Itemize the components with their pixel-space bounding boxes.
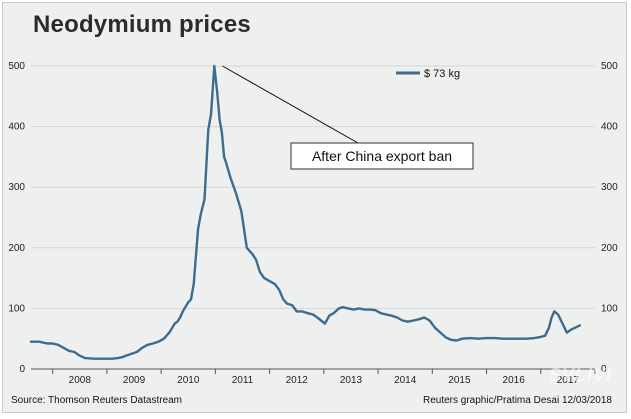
credit-note: Reuters graphic/Pratima Desai 12/03/2018: [423, 395, 612, 406]
x-tick-label: 2013: [340, 375, 363, 386]
x-tick-label: 2009: [123, 375, 146, 386]
gridlines: [31, 65, 595, 370]
y-tick-label-right: 500: [601, 61, 618, 72]
series-line: [29, 64, 581, 360]
y-tick-label-left: 200: [8, 243, 25, 254]
x-tick-label: 2014: [394, 375, 417, 386]
x-tick-label: 2015: [448, 375, 471, 386]
y-tick-label-left: 400: [8, 122, 25, 133]
annotation-box: [290, 142, 474, 170]
x-tick-label: 2010: [177, 375, 200, 386]
legend: $ 73 kg: [396, 68, 460, 80]
annotation-text: After China export ban: [312, 148, 452, 164]
legend-label: $ 73 kg: [424, 68, 460, 80]
chart-frame: Neodymium prices 0 100 200 300 400 500 0 100 20…: [2, 2, 627, 413]
y-tick-label-left: 500: [8, 61, 25, 72]
chart-title: Neodymium prices: [33, 11, 251, 38]
y-tick-label-left: 100: [8, 303, 25, 314]
y-tick-label-right: 100: [601, 303, 618, 314]
y-tick-label-left: 0: [19, 364, 25, 375]
x-tick-label: 2008: [69, 375, 92, 386]
y-tick-label-right: 400: [601, 122, 618, 133]
x-tick-label: 2016: [503, 375, 526, 386]
y-tick-label-left: 300: [8, 182, 25, 193]
watermark: SVLIVI: [548, 365, 612, 385]
y-tick-label-right: 0: [601, 364, 607, 375]
x-tick-label: 2012: [286, 375, 309, 386]
source-note: Source: Thomson Reuters Datastream: [11, 395, 183, 406]
y-axis-right: 0 100 200 300 400 500: [601, 61, 618, 375]
series-layer: [29, 64, 581, 360]
x-tick-label: 2017: [557, 375, 580, 386]
x-axis: 2008 2009 2010 2011 2012 2013 2014 2015 2016 2017: [52, 369, 596, 386]
y-tick-label-right: 200: [601, 243, 618, 254]
annotation-pointer: [222, 65, 359, 144]
x-tick-label: 2011: [232, 375, 254, 386]
annotation: After China export ban: [222, 65, 474, 170]
y-axis-left: 0 100 200 300 400 500: [8, 61, 25, 375]
y-tick-label-right: 300: [601, 182, 618, 193]
